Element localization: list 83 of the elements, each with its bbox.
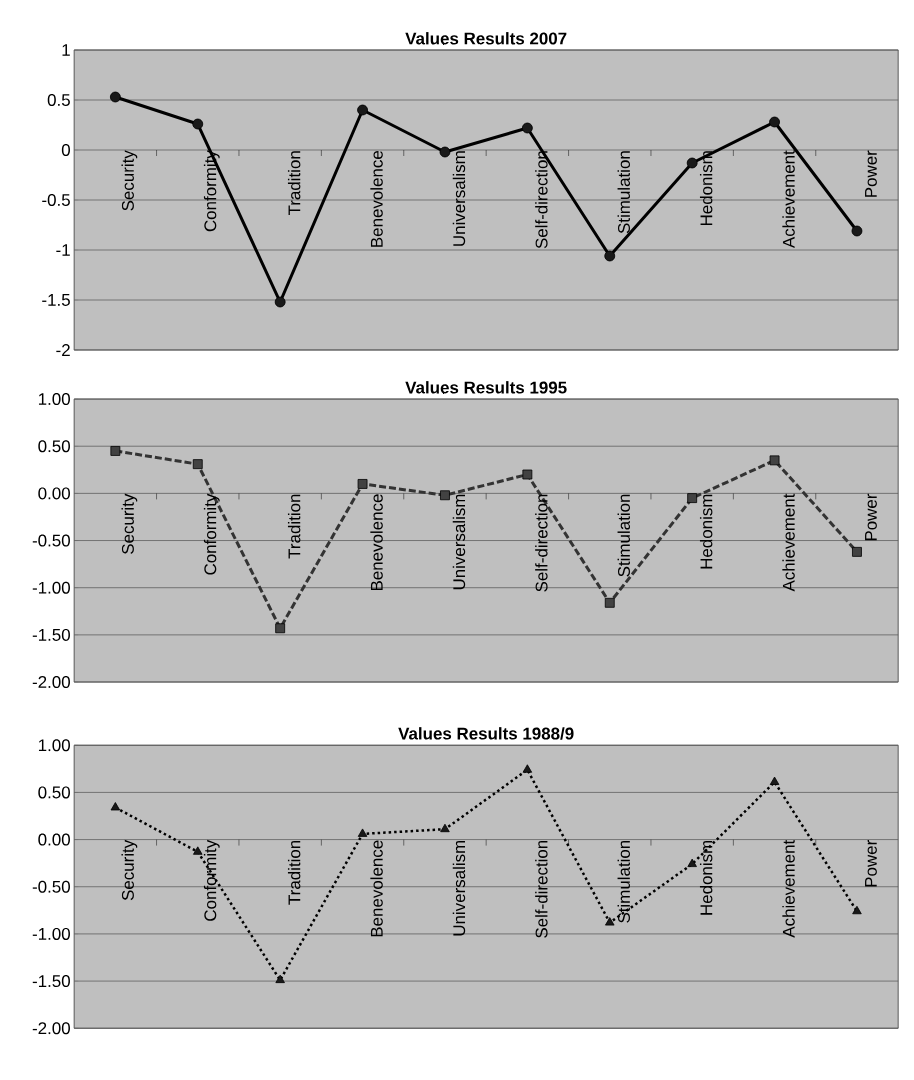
point <box>440 823 450 833</box>
x-tick-label: Benevolence <box>370 494 383 591</box>
x-tick-label: Security <box>121 493 138 554</box>
x-tick-label: Self-direction <box>535 151 548 249</box>
x-tick-label: Security <box>121 150 138 211</box>
x-tick-label: Universalism <box>452 151 466 246</box>
point <box>357 104 368 116</box>
x-tick-label: Benevolence <box>370 840 383 937</box>
x-tick-label: Power <box>865 150 877 197</box>
point <box>275 974 285 984</box>
x-tick-label: Conformity <box>203 839 220 921</box>
x-tick-label: Self-direction <box>535 494 548 592</box>
x-tick-label: Achievement <box>782 150 795 249</box>
point <box>687 858 697 868</box>
point <box>275 623 286 634</box>
x-tick-label: Tradition <box>287 151 301 216</box>
point <box>440 490 450 501</box>
y-tick-label: -0.5 <box>42 194 70 207</box>
y-tick-label: -2.00 <box>32 1022 70 1035</box>
point <box>769 116 780 128</box>
y-tick-label: -2.00 <box>32 676 70 689</box>
y-tick-label: 0.00 <box>38 487 70 500</box>
x-tick-label: Conformity <box>203 493 220 575</box>
y-tick-label: 1 <box>62 44 70 56</box>
point <box>687 493 698 503</box>
y-tick-label: -1.00 <box>32 581 70 594</box>
x-tick-label: Conformity <box>203 150 220 232</box>
y-tick-label: -1.50 <box>32 975 70 988</box>
point <box>604 597 615 608</box>
y-tick-label: 1.00 <box>38 393 70 406</box>
point <box>192 118 204 130</box>
point <box>522 764 533 773</box>
x-tick-label: Stimulation <box>617 151 630 234</box>
point <box>605 917 615 926</box>
point <box>522 469 533 480</box>
x-tick-label: Universalism <box>452 494 466 590</box>
chart-title: Values Results 2007 <box>405 32 567 45</box>
chart-title: Values Results 1988/9 <box>398 727 574 740</box>
y-tick-label: -1 <box>56 244 70 256</box>
y-tick-label: -0.50 <box>32 534 70 547</box>
point <box>851 225 863 237</box>
x-tick-label: Power <box>865 493 877 541</box>
x-tick-label: Tradition <box>287 494 301 559</box>
point <box>686 157 698 169</box>
y-tick-label: 0.50 <box>38 786 70 799</box>
point <box>109 91 121 103</box>
point <box>110 802 121 811</box>
x-tick-label: Universalism <box>452 840 466 936</box>
point <box>852 546 862 557</box>
point <box>357 828 368 837</box>
chart-title: Values Results 1995 <box>405 381 567 394</box>
point <box>439 146 451 158</box>
x-tick-label: Power <box>865 840 877 887</box>
y-tick-label: 0.50 <box>38 440 70 453</box>
y-tick-label: 0.00 <box>38 833 70 846</box>
point <box>604 250 616 262</box>
x-tick-label: Hedonism <box>699 494 713 569</box>
y-tick-label: -0.50 <box>32 880 70 893</box>
point <box>769 455 780 466</box>
y-tick-label: 0 <box>61 144 70 157</box>
x-tick-label: Security <box>121 839 138 901</box>
x-tick-label: Benevolence <box>370 150 383 247</box>
point <box>193 846 203 855</box>
point <box>357 479 368 489</box>
point <box>769 776 780 785</box>
point <box>521 122 533 134</box>
point <box>110 446 121 456</box>
point <box>852 905 862 915</box>
y-tick-label: -2 <box>56 344 70 356</box>
x-tick-label: Achievement <box>782 493 795 592</box>
y-tick-label: -1.00 <box>32 927 70 940</box>
point <box>192 459 203 470</box>
x-tick-label: Achievement <box>782 839 795 938</box>
y-tick-label: -1.5 <box>42 294 70 306</box>
x-tick-label: Stimulation <box>617 494 630 577</box>
x-tick-label: Self-direction <box>535 840 548 938</box>
x-tick-label: Hedonism <box>699 840 713 915</box>
y-tick-label: 0.5 <box>47 94 70 107</box>
x-tick-label: Tradition <box>287 840 301 905</box>
point <box>274 296 286 308</box>
y-tick-label: 1.00 <box>38 739 70 752</box>
y-tick-label: -1.50 <box>32 628 70 641</box>
x-tick-label: Stimulation <box>617 840 630 923</box>
